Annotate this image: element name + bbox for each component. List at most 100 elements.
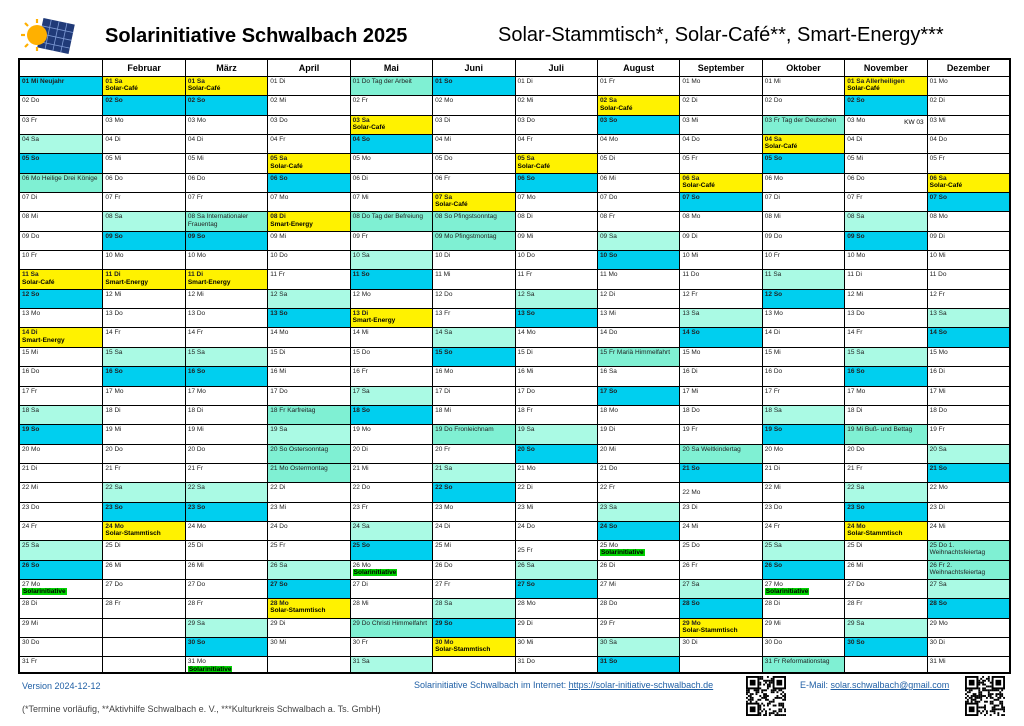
- day-label: 25 Di: [847, 542, 863, 550]
- day-cell: 06 Di: [350, 174, 433, 194]
- day-label: 16 Mi: [270, 368, 287, 376]
- day-cell: 15 Di: [268, 348, 350, 368]
- day-label: 17 Fr: [764, 387, 780, 395]
- day-label: 29 Sa: [187, 619, 205, 627]
- day-label: 07 Mi: [352, 194, 369, 202]
- day-cell: 25 Do 1. Weihnachtsfeiertag: [927, 541, 1010, 561]
- event-label: Solar-Café: [105, 85, 138, 93]
- day-cell: 10 Fr: [762, 251, 845, 271]
- day-label: 08 Sa: [105, 213, 123, 221]
- day-cell: 29 Di: [268, 619, 350, 638]
- day-cell: 04 Mo: [597, 135, 680, 155]
- day-label: 02 So: [847, 97, 865, 105]
- day-label: 17 Mi: [929, 387, 946, 395]
- day-cell: 16 Mo: [433, 367, 515, 387]
- day-cell: 15 Mo: [927, 348, 1010, 368]
- event-label: Solarinitiative: [599, 549, 645, 557]
- email-link[interactable]: solar.schwalbach@gmail.com: [830, 680, 950, 690]
- day-label: 24 Mo: [187, 522, 206, 530]
- day-cell: 13 Do: [845, 309, 927, 329]
- day-cell: 04 Di: [103, 135, 185, 155]
- day-cell: 21 So: [927, 463, 1010, 484]
- day-cell: 14 Mo: [268, 328, 350, 348]
- day-label: 21 Mi: [352, 464, 369, 472]
- day-label: 04 Fr: [270, 136, 286, 144]
- day-cell: 23 Mi: [515, 503, 597, 522]
- day-cell: 12 Mi: [103, 290, 185, 310]
- day-label: 25 Fr: [270, 542, 286, 550]
- day-cell: 05 Mi: [845, 154, 927, 174]
- website-link[interactable]: https://solar-initiative-schwalbach.de: [568, 680, 714, 690]
- day-label: 24 Mi: [682, 522, 699, 530]
- day-label: 07 Mo: [517, 194, 536, 202]
- day-cell: 01 Mo: [927, 77, 1010, 97]
- day-cell: 16 Do: [762, 367, 845, 387]
- day-cell: 05 Fr: [680, 154, 762, 174]
- day-cell: 02 Sa Solar-Café: [597, 96, 680, 116]
- day-cell: 27 Sa: [680, 579, 762, 600]
- day-label: 06 Fr: [435, 174, 451, 182]
- event-label: Solar-Café: [517, 162, 551, 170]
- day-label: 28 Mo: [270, 600, 289, 608]
- day-label: 08 Mo: [682, 213, 701, 221]
- day-label: 11 Di: [105, 271, 121, 279]
- day-label: 12 Mo: [352, 290, 371, 298]
- day-cell: 23 Mi: [268, 503, 350, 522]
- day-label: 01 Do Tag der Arbeit: [352, 78, 412, 85]
- day-label: 07 Di: [764, 194, 780, 202]
- day-label: 19 Fr: [682, 426, 698, 434]
- day-label: 21 Di: [22, 464, 38, 472]
- day-label: 28 Do: [599, 600, 618, 608]
- day-label: 04 Do: [682, 136, 700, 144]
- day-label: 22 Sa: [105, 484, 123, 492]
- day-cell: 31 Fr Reformationstag: [762, 657, 845, 672]
- day-cell: 04 Sa Solar-Café: [762, 135, 845, 155]
- day-cell: 23 Fr: [350, 503, 433, 522]
- day-label: 11 Fr: [517, 271, 533, 279]
- day-label: 24 Do: [270, 522, 288, 530]
- day-label: 26 Do: [435, 561, 453, 569]
- day-cell: 08 Sa Internationaler Frauentag: [185, 212, 268, 232]
- day-cell: 31 Mi: [928, 657, 1009, 672]
- day-label: 08 Sa: [847, 213, 865, 221]
- day-label: 20 Do: [187, 445, 206, 453]
- day-cell: 26 Sa: [268, 560, 350, 580]
- day-label: 23 Fr: [352, 503, 368, 511]
- day-label: 07 Fr: [187, 194, 203, 202]
- day-cell: 04 Do: [927, 135, 1010, 155]
- day-label: 17 Di: [435, 387, 451, 395]
- day-cell: 14 Fr: [845, 328, 927, 348]
- day-label: 26 So: [764, 561, 783, 569]
- day-cell: 11 Do: [927, 270, 1010, 290]
- day-cell: 14 So: [927, 328, 1010, 348]
- day-label: 20 Do: [105, 445, 123, 453]
- day-label: 26 Di: [599, 561, 616, 569]
- day-cell: 24 Mo: [185, 522, 268, 542]
- day-cell: 01 Sa Solar-Café: [103, 77, 185, 97]
- day-cell: 05 Fr: [927, 154, 1010, 174]
- day-label: 13 So: [517, 310, 535, 318]
- day-label: 11 Sa: [764, 271, 782, 279]
- day-label: 13 So: [270, 310, 288, 318]
- day-label: 21 So: [682, 464, 700, 472]
- day-label: 10 Do: [517, 252, 535, 260]
- day-cell: 27 Do: [845, 580, 927, 600]
- day-cell: 25 Fr: [515, 541, 597, 561]
- day-label: 19 Mi: [187, 426, 204, 434]
- day-label: 13 Mo: [22, 310, 41, 318]
- month-column: April 01 Di 02 Mi 03 Do 04 Fr 05 Sa Solar-Café…: [267, 60, 350, 672]
- day-label: 09 So: [105, 232, 123, 240]
- day-cell: 29 Sa: [845, 618, 927, 638]
- day-cell: 03 Mi: [680, 116, 762, 136]
- day-label: 20 Sa: [929, 445, 947, 453]
- day-cell: 14 Fr: [185, 328, 268, 348]
- day-cell: 08 Mo: [927, 212, 1010, 232]
- day-cell: 27 Mo Solarinitiative: [762, 580, 845, 600]
- day-cell: 12 So: [762, 289, 845, 310]
- day-label: 28 Mi: [352, 600, 369, 608]
- day-cell: 18 Di: [103, 406, 185, 426]
- day-cell: 18 Sa: [20, 405, 103, 426]
- day-label: 18 So: [352, 406, 371, 414]
- day-cell: 18 Sa: [762, 405, 845, 426]
- day-cell: 09 So: [185, 231, 268, 252]
